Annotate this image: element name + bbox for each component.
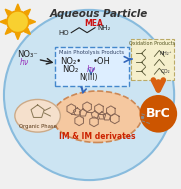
Text: Aqueous Particle: Aqueous Particle [50,9,148,19]
Text: •OH: •OH [93,57,111,66]
Text: HO: HO [59,30,69,36]
Text: Organic Phase: Organic Phase [19,124,56,129]
Text: NO₂: NO₂ [62,65,78,74]
Polygon shape [5,9,11,15]
Text: N(III): N(III) [79,73,97,82]
Text: Oxidation Products: Oxidation Products [129,41,176,46]
Text: IM & IM derivates: IM & IM derivates [59,132,135,141]
Text: MEA: MEA [85,19,104,28]
Ellipse shape [15,99,60,132]
Polygon shape [15,33,20,40]
Text: NO₃⁻: NO₃⁻ [17,50,38,59]
Text: NH₂: NH₂ [97,25,110,31]
Circle shape [7,11,29,33]
Text: hν: hν [20,58,29,67]
FancyBboxPatch shape [131,39,174,80]
Polygon shape [24,28,30,34]
Circle shape [140,95,177,133]
Polygon shape [24,9,30,15]
Polygon shape [15,4,20,10]
Text: BrC: BrC [146,107,171,120]
Ellipse shape [52,91,142,143]
Text: NH₂⁺: NH₂⁺ [159,51,172,56]
Text: CO₂: CO₂ [160,69,170,74]
Circle shape [4,10,174,180]
Polygon shape [0,19,6,24]
Text: hν: hν [87,65,96,74]
Text: NO₂•: NO₂• [60,57,81,66]
Text: Main Photolysis Products: Main Photolysis Products [60,50,125,55]
FancyBboxPatch shape [55,46,129,86]
Polygon shape [30,19,36,24]
Polygon shape [5,28,11,34]
